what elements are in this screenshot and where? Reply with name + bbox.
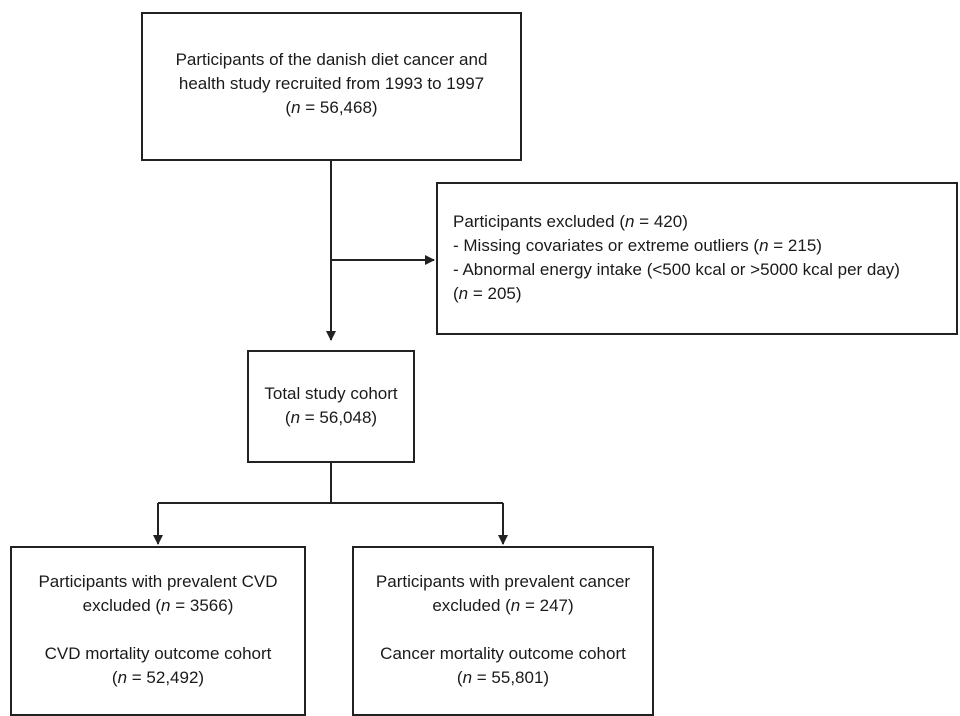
- cancer-outcome-title: Cancer mortality outcome cohort: [380, 644, 626, 663]
- recruited-line-1: Participants of the danish diet cancer a…: [175, 50, 488, 69]
- excluded-item-2-count: (n = 205): [453, 284, 522, 303]
- cancer-line-1: Participants with prevalent cancer: [375, 572, 631, 591]
- recruited-line-2: health study recruited from 1993 to 1997: [178, 74, 485, 93]
- cvd-cohort-box: Participants with prevalent CVD excluded…: [10, 546, 306, 716]
- total-cohort-title: Total study cohort: [264, 384, 398, 403]
- cvd-line-1: Participants with prevalent CVD: [38, 572, 278, 591]
- recruited-participants-box: Participants of the danish diet cancer a…: [141, 12, 522, 161]
- cancer-line-2: excluded (n = 247): [432, 596, 574, 615]
- cancer-cohort-box: Participants with prevalent cancer exclu…: [352, 546, 654, 716]
- excluded-title: Participants excluded (n = 420): [453, 212, 688, 231]
- total-cohort-box: Total study cohort (n = 56,048): [247, 350, 415, 463]
- cvd-line-2: excluded (n = 3566): [82, 596, 234, 615]
- excluded-item-1: - Missing covariates or extreme outliers…: [453, 236, 822, 255]
- excluded-participants-box: Participants excluded (n = 420) - Missin…: [436, 182, 958, 335]
- total-cohort-count: (n = 56,048): [284, 408, 378, 427]
- cvd-outcome-title: CVD mortality outcome cohort: [44, 644, 272, 663]
- recruited-count: (n = 56,468): [285, 98, 378, 117]
- cvd-outcome-count: (n = 52,492): [111, 668, 205, 687]
- cancer-outcome-count: (n = 55,801): [456, 668, 550, 687]
- excluded-item-2: - Abnormal energy intake (<500 kcal or >…: [453, 260, 900, 279]
